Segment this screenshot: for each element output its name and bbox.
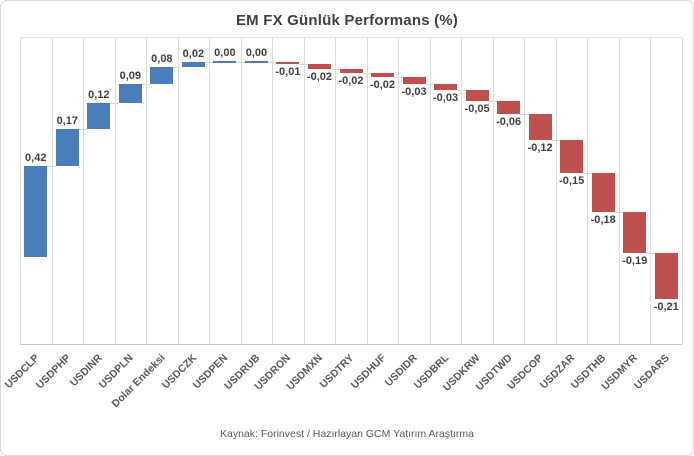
bar-value-label: -0,02 <box>306 70 332 83</box>
gridline <box>461 38 463 344</box>
bar-value-label: -0,19 <box>622 255 648 268</box>
connector-line <box>583 172 592 174</box>
source-note: Kaynak: Forinvest / Hazırlayan GCM Yatır… <box>219 428 475 440</box>
plot-area: 0,42 0,17 0,12 0,09 0,08 0,02 0,00 0,00 -0,01 -0,… <box>20 37 683 345</box>
bar-Dolar Endeksi <box>150 66 174 84</box>
gridline <box>83 38 85 344</box>
bar-USDCLP <box>24 166 48 258</box>
gridline <box>366 38 368 344</box>
bar-value-label: -0,02 <box>338 75 364 88</box>
gridline <box>20 38 21 344</box>
gridline <box>650 38 652 344</box>
bar-value-label: 0,08 <box>151 52 173 65</box>
bar-value-label: 0,42 <box>25 152 47 165</box>
gridline <box>272 38 274 344</box>
connector-line <box>551 140 561 142</box>
bar-USDMYR <box>623 211 647 254</box>
bar-value-label: -0,03 <box>401 85 427 98</box>
chart-title: EM FX Günlük Performans (%) <box>235 12 459 29</box>
connector-line <box>141 83 151 85</box>
bar-value-label: 0,00 <box>214 47 236 60</box>
gridline <box>209 38 211 344</box>
connector-line <box>204 62 214 64</box>
connector-line <box>425 83 435 85</box>
bar-value-label: 0,02 <box>182 48 205 61</box>
gridline <box>492 38 494 344</box>
connector-line <box>78 129 88 131</box>
bar-value-label: -0,01 <box>275 66 301 79</box>
bar-value-label: -0,21 <box>653 300 679 313</box>
connector-line <box>520 114 529 116</box>
bar-value-label: -0,15 <box>559 174 585 187</box>
bar-USDPLN <box>118 83 142 104</box>
gridline <box>114 38 116 344</box>
connector-line <box>646 253 655 255</box>
gridline <box>618 38 620 344</box>
connector-line <box>488 101 498 103</box>
bar-USDRUB <box>244 61 268 64</box>
connector-line <box>173 66 182 68</box>
connector-line <box>394 77 403 79</box>
bar-USDPEN <box>213 61 237 64</box>
gridline <box>51 38 53 344</box>
gridline <box>303 38 305 344</box>
gridline <box>587 38 589 344</box>
bar-USDIDR <box>402 77 426 84</box>
bar-USDBRL <box>434 83 458 91</box>
connector-line <box>236 62 245 64</box>
bar-value-label: -0,05 <box>464 103 490 116</box>
bar-value-label: -0,02 <box>369 79 396 92</box>
bar-USDINR <box>87 103 111 130</box>
bar-USDRON <box>276 62 300 65</box>
bar-USDCZK <box>181 62 205 67</box>
bar-value-label: 0,00 <box>245 47 268 60</box>
bar-USDPHP <box>55 129 79 167</box>
bar-value-label: 0,12 <box>88 89 110 102</box>
connector-line <box>110 103 119 105</box>
bar-value-label: -0,06 <box>496 116 522 129</box>
bar-value-label: 0,09 <box>119 69 142 82</box>
gridline <box>555 38 557 344</box>
bar-USDHUF <box>371 73 395 78</box>
gridline <box>177 38 179 344</box>
gridline <box>682 38 683 344</box>
gridline <box>429 38 431 344</box>
bar-value-label: -0,03 <box>433 92 459 105</box>
bar-value-label: -0,18 <box>590 213 616 226</box>
gridline <box>240 38 242 344</box>
bar-USDTHB <box>591 172 615 212</box>
gridline <box>146 38 148 344</box>
bar-USDTWD <box>497 101 521 115</box>
bar-USDCOP <box>528 114 552 141</box>
connector-line <box>47 166 56 168</box>
bar-value-label: 0,17 <box>56 115 78 128</box>
connector-line <box>614 211 624 213</box>
bar-USDTRY <box>339 68 363 74</box>
bar-USDARS <box>654 253 678 299</box>
gridline <box>524 38 526 344</box>
connector-line <box>362 73 372 75</box>
connector-line <box>330 68 340 70</box>
connector-line <box>457 90 466 92</box>
bar-value-label: -0,12 <box>527 142 553 155</box>
bar-USDZAR <box>560 140 584 173</box>
gridline <box>335 38 337 344</box>
connector-line <box>267 62 277 64</box>
bar-USDMXN <box>307 64 331 69</box>
gridline <box>398 38 400 344</box>
connector-line <box>299 64 308 66</box>
bar-USDKRW <box>465 90 489 102</box>
